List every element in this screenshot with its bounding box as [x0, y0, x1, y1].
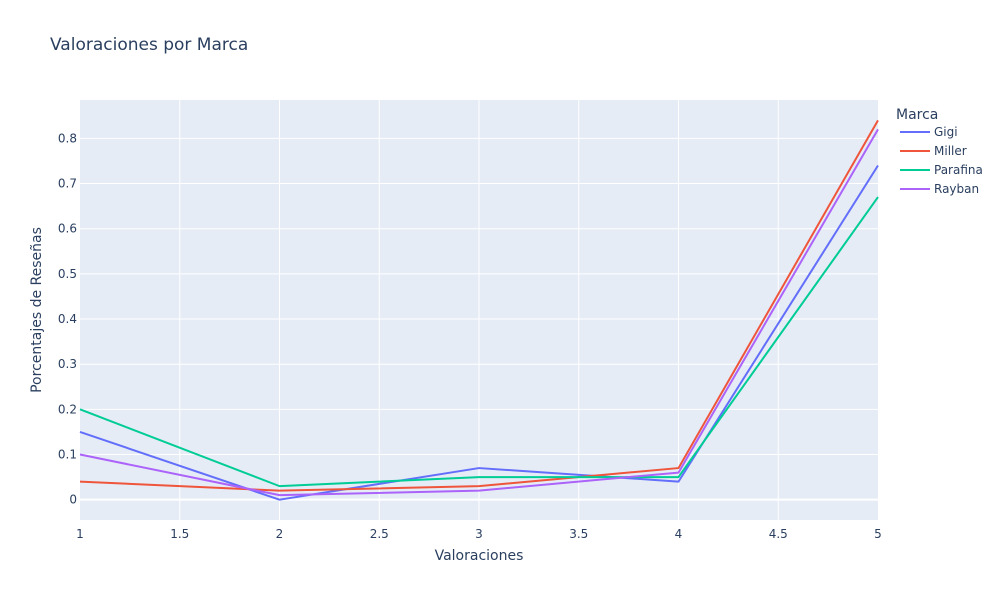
- legend-title: Marca: [896, 107, 938, 123]
- gridlines: [80, 100, 878, 520]
- series-lines: [79, 119, 879, 501]
- x-tick-label: 4: [675, 527, 683, 541]
- series-line-gigi: [79, 164, 879, 501]
- legend-item-miller[interactable]: Miller: [900, 144, 967, 158]
- x-tick-label: 5: [874, 527, 882, 541]
- y-tick-label: 0.4: [58, 312, 77, 326]
- y-tick-label: 0.7: [58, 177, 77, 191]
- legend-items[interactable]: Gigi Miller Parafina Rayban: [900, 125, 983, 196]
- y-tick-label: 0.6: [58, 222, 77, 236]
- y-axis-ticks: 0 0.1 0.2 0.3 0.4 0.5 0.6 0.7 0.8: [58, 131, 77, 506]
- x-tick-label: 2: [276, 527, 284, 541]
- legend-label: Miller: [934, 144, 967, 158]
- y-tick-label: 0.2: [58, 402, 77, 416]
- y-tick-label: 0: [69, 493, 77, 507]
- x-tick-label: 2.5: [370, 527, 389, 541]
- legend-label: Rayban: [934, 182, 979, 196]
- x-axis-title: Valoraciones: [435, 548, 524, 564]
- y-tick-label: 0.8: [58, 131, 77, 145]
- x-tick-label: 3: [475, 527, 483, 541]
- legend-label: Parafina: [934, 163, 983, 177]
- series-line-miller: [79, 119, 879, 492]
- legend-item-gigi[interactable]: Gigi: [900, 125, 958, 139]
- x-tick-label: 1: [76, 527, 84, 541]
- y-tick-label: 0.3: [58, 357, 77, 371]
- series-line-rayban: [79, 128, 879, 497]
- x-tick-label: 1.5: [170, 527, 189, 541]
- legend[interactable]: Marca Gigi Miller Parafina Rayban: [896, 107, 983, 196]
- chart-title: Valoraciones por Marca: [50, 35, 248, 55]
- legend-item-parafina[interactable]: Parafina: [900, 163, 983, 177]
- series-line-parafina: [79, 196, 879, 488]
- x-axis-ticks: 1 1.5 2 2.5 3 3.5 4 4.5 5: [76, 527, 882, 541]
- x-tick-label: 3.5: [569, 527, 588, 541]
- y-tick-label: 0.5: [58, 267, 77, 281]
- y-tick-label: 0.1: [58, 448, 77, 462]
- y-axis-title: Porcentajes de Reseñas: [29, 227, 45, 393]
- legend-item-rayban[interactable]: Rayban: [900, 182, 979, 196]
- x-tick-label: 4.5: [769, 527, 788, 541]
- legend-label: Gigi: [934, 125, 958, 139]
